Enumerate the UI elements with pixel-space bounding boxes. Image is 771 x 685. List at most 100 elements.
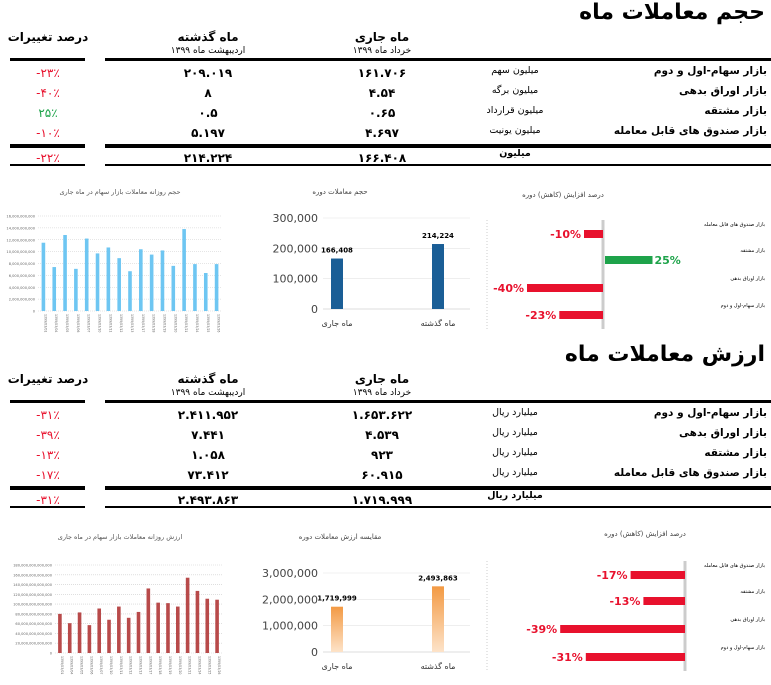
row-unit: میلیون برگه bbox=[491, 85, 539, 96]
row-unit: میلیون یونیت bbox=[489, 125, 541, 136]
divider bbox=[105, 144, 771, 148]
row-current: ۱۶۱.۷۰۶ bbox=[357, 66, 407, 80]
bar bbox=[117, 258, 121, 311]
bar bbox=[156, 602, 160, 653]
y-tick-label: 6,000,000,000 bbox=[9, 274, 36, 278]
bar bbox=[97, 608, 102, 653]
row-unit: میلیارد ریال bbox=[492, 427, 538, 438]
y-tick-label: 60,000,000,000,000 bbox=[15, 622, 52, 626]
bar bbox=[630, 571, 685, 579]
x-tick-label: 1399/03/07 bbox=[87, 314, 91, 332]
y-tick-label: 0 bbox=[311, 303, 318, 316]
x-tick-label: 1399/03/21 bbox=[188, 656, 192, 674]
row-unit: میلیون سهم bbox=[491, 65, 539, 76]
header-current-date: خرداد ماه ۱۳۹۹ bbox=[352, 388, 412, 398]
y-tick-label: 100,000 bbox=[273, 273, 319, 286]
row-label: بازار اوراق بدهی bbox=[679, 427, 767, 439]
bar bbox=[214, 264, 219, 311]
total-change: -۳۱٪ bbox=[36, 493, 60, 507]
total-previous: ۲.۴۹۳.۸۶۳ bbox=[177, 493, 239, 507]
row-unit: میلیارد ریال bbox=[492, 447, 538, 458]
value-title: ارزش معاملات ماه bbox=[564, 342, 765, 367]
bar bbox=[149, 254, 154, 311]
bar bbox=[63, 235, 67, 311]
x-tick-label: 1399/03/20 bbox=[173, 314, 177, 332]
y-tick-label: 0 bbox=[50, 652, 53, 656]
bar bbox=[432, 244, 444, 309]
bar bbox=[74, 268, 78, 311]
x-tick-label: 1399/03/12 bbox=[119, 314, 123, 332]
bar bbox=[84, 238, 89, 311]
bar bbox=[643, 597, 685, 605]
x-tick-label: 1399/03/18 bbox=[152, 314, 156, 332]
x-tick-label: 1399/03/04 bbox=[54, 314, 58, 332]
category-label: بازار سهام-اول و دوم bbox=[721, 645, 765, 651]
x-tick-label: 1399/03/04 bbox=[70, 656, 74, 674]
x-tick-label: 1399/03/11 bbox=[119, 656, 123, 674]
bar bbox=[584, 230, 603, 238]
row-unit: میلیارد ریال bbox=[492, 467, 538, 478]
row-previous: ۷.۴۴۱ bbox=[191, 428, 225, 442]
bar bbox=[432, 586, 444, 652]
bar bbox=[128, 271, 132, 311]
bar bbox=[182, 229, 186, 311]
y-tick-label: 140,000,000,000,000 bbox=[13, 583, 53, 587]
data-label: 2,493,863 bbox=[418, 574, 458, 582]
divider bbox=[10, 486, 85, 490]
data-label: -10% bbox=[550, 228, 581, 241]
x-tick-label: 1399/03/10 bbox=[109, 656, 113, 674]
header-current: ماه جاری bbox=[354, 30, 410, 44]
row-current: ۴.۶۹۷ bbox=[365, 126, 399, 140]
row-change: -۲۳٪ bbox=[36, 66, 60, 80]
row-unit: میلیون قرارداد bbox=[486, 105, 544, 116]
bar bbox=[605, 256, 653, 264]
total-previous: ۲۱۴.۲۲۴ bbox=[183, 151, 233, 165]
bar bbox=[203, 273, 208, 311]
row-label: بازار صندوق های قابل معامله bbox=[613, 467, 767, 479]
x-tick-label: 1399/03/19 bbox=[168, 656, 172, 674]
x-tick-label: 1399/03/13 bbox=[139, 656, 143, 674]
row-current: ۶۰.۹۱۵ bbox=[361, 468, 403, 482]
y-tick-label: 14,000,000,000 bbox=[6, 226, 35, 230]
bar bbox=[215, 599, 219, 653]
x-tick-label: 1399/03/07 bbox=[99, 656, 103, 674]
x-tick-label: 1399/03/26 bbox=[217, 656, 221, 674]
x-tick-label: ماه جاری bbox=[322, 662, 353, 671]
category-label: بازار صندوق های قابل معامله bbox=[704, 222, 765, 228]
row-change: -۱۰٪ bbox=[36, 126, 60, 140]
category-label: بازار مشتقه bbox=[740, 589, 765, 595]
header-previous: ماه گذشته bbox=[177, 372, 239, 386]
y-tick-label: 2,000,000 bbox=[262, 593, 318, 606]
category-label: بازار اوراق بدهی bbox=[730, 617, 765, 623]
chart-title: درصد افزایش (کاهش) دوره bbox=[522, 191, 604, 199]
row-change: ۲۵٪ bbox=[38, 106, 58, 120]
y-tick-label: 8,000,000,000 bbox=[9, 262, 36, 266]
data-label: -17% bbox=[597, 569, 628, 582]
row-change: -۱۷٪ bbox=[36, 468, 60, 482]
header-previous: ماه گذشته bbox=[177, 30, 239, 44]
daily_volume-chart: حجم روزانه معاملات بازار سهام در ماه جار… bbox=[6, 188, 222, 332]
row-change: -۴۰٪ bbox=[36, 86, 60, 100]
chart-title: ارزش روزانه معاملات بازار سهام در ماه جا… bbox=[58, 533, 183, 541]
bar bbox=[95, 253, 100, 311]
bar bbox=[67, 623, 72, 653]
row-label: بازار سهام-اول و دوم bbox=[653, 65, 767, 77]
row-previous: ۲.۴۱۱.۹۵۲ bbox=[177, 408, 239, 422]
chart-title: درصد افزایش (کاهش) دوره bbox=[604, 530, 686, 538]
divider bbox=[10, 164, 85, 166]
x-tick-label: 1399/03/01 bbox=[60, 656, 64, 674]
period_volume-chart: حجم معاملات دوره 0 100,000 200,000 300,000 16… bbox=[273, 188, 470, 328]
divider bbox=[10, 400, 85, 403]
x-tick-label: 1399/03/19 bbox=[162, 314, 166, 332]
chart-title: مقایسه ارزش معاملات دوره bbox=[299, 533, 382, 541]
x-tick-label: 1399/03/17 bbox=[141, 314, 145, 332]
row-current: ۱.۶۵۳.۶۲۲ bbox=[351, 408, 413, 422]
x-tick-label: 1399/03/06 bbox=[76, 314, 80, 332]
category-label: بازار اوراق بدهی bbox=[730, 276, 765, 282]
x-tick-label: 1399/03/06 bbox=[89, 656, 93, 674]
row-current: ۰.۶۵ bbox=[368, 106, 396, 120]
bar bbox=[117, 606, 121, 653]
category-label: بازار مشتقه bbox=[740, 248, 765, 254]
row-previous: ۷۳.۴۱۲ bbox=[187, 468, 229, 482]
x-tick-label: 1399/03/18 bbox=[158, 656, 162, 674]
